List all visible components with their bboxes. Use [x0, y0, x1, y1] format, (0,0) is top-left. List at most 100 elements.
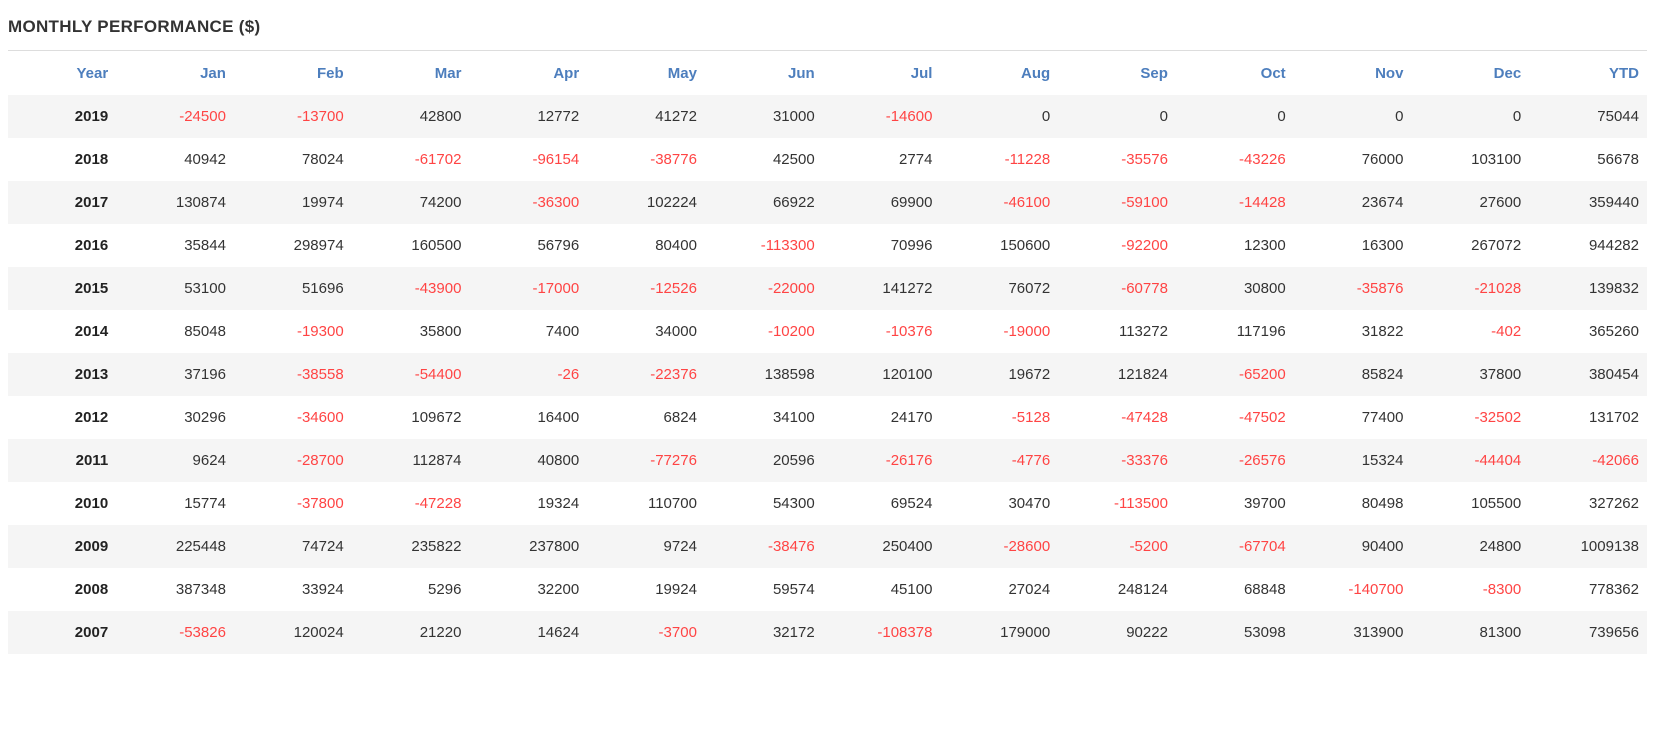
column-header: Feb: [317, 65, 344, 82]
header-row: Year Jan Feb Mar Apr May Jun Jul Aug Sep Oct Nov Dec…: [8, 51, 1647, 95]
value-cell: -113500: [1113, 495, 1168, 512]
value-cell: -28700: [296, 452, 344, 469]
value-cell: 139832: [1588, 280, 1639, 297]
table-row: 2011 9624 -28700 112874 40800 -77276 20596 -261…: [8, 439, 1647, 482]
value-cell: 19924: [655, 581, 697, 598]
value-cell: 138598: [764, 366, 815, 383]
table-row: 2015 53100 51696 -43900 -17000 -12526 -22000 14…: [8, 267, 1647, 310]
value-cell: -10200: [767, 323, 815, 340]
year-cell: 2007: [74, 624, 109, 641]
value-cell: -5200: [1129, 538, 1168, 555]
value-cell: 80400: [655, 237, 697, 254]
value-cell: 141272: [882, 280, 933, 297]
table-row: 2016 35844 298974 160500 56796 80400 -113300 70…: [8, 224, 1647, 267]
value-cell: 41272: [655, 108, 697, 125]
value-cell: -140700: [1348, 581, 1404, 598]
value-cell: -28600: [1003, 538, 1051, 555]
value-cell: -96154: [532, 151, 580, 168]
value-cell: 109672: [411, 409, 462, 426]
column-header: Sep: [1140, 65, 1168, 82]
value-cell: -61702: [414, 151, 462, 168]
value-cell: 102224: [646, 194, 697, 211]
value-cell: 120024: [293, 624, 344, 641]
value-cell: 0: [1395, 108, 1404, 125]
value-cell: 31000: [772, 108, 815, 125]
value-cell: 68848: [1243, 581, 1286, 598]
column-header: Mar: [434, 65, 462, 82]
value-cell: 77400: [1361, 409, 1404, 426]
value-cell: -33376: [1121, 452, 1168, 469]
value-cell: 120100: [882, 366, 933, 383]
value-cell: -47228: [414, 495, 462, 512]
column-header: Jun: [788, 65, 815, 82]
value-cell: 24170: [890, 409, 933, 426]
page-title: MONTHLY PERFORMANCE ($): [8, 0, 1647, 51]
value-cell: 14624: [537, 624, 580, 641]
value-cell: 103100: [1471, 151, 1522, 168]
value-cell: 225448: [175, 538, 226, 555]
value-cell: 739656: [1588, 624, 1639, 641]
value-cell: -14600: [885, 108, 933, 125]
value-cell: 6824: [663, 409, 697, 426]
value-cell: 35844: [184, 237, 226, 254]
column-header: YTD: [1609, 65, 1639, 82]
value-cell: 85824: [1361, 366, 1404, 383]
value-cell: 85048: [184, 323, 226, 340]
column-header: Apr: [553, 65, 580, 82]
value-cell: -11228: [1004, 151, 1051, 168]
value-cell: -26576: [1238, 452, 1286, 469]
value-cell: 27024: [1008, 581, 1051, 598]
value-cell: 32172: [772, 624, 815, 641]
value-cell: -21028: [1474, 280, 1522, 297]
value-cell: 359440: [1588, 194, 1639, 211]
value-cell: 80498: [1361, 495, 1404, 512]
value-cell: 313900: [1353, 624, 1404, 641]
value-cell: 56678: [1597, 151, 1639, 168]
value-cell: 15324: [1361, 452, 1404, 469]
value-cell: -38776: [650, 151, 697, 168]
year-cell: 2011: [75, 452, 109, 469]
value-cell: 90222: [1126, 624, 1168, 641]
column-header: Jan: [200, 65, 226, 82]
column-header: Aug: [1021, 65, 1051, 82]
value-cell: -26176: [885, 452, 933, 469]
value-cell: 69524: [890, 495, 933, 512]
year-cell: 2014: [74, 323, 109, 340]
value-cell: 250400: [882, 538, 933, 555]
value-cell: 387348: [175, 581, 226, 598]
table-row: 2017 130874 19974 74200 -36300 102224 66922 699…: [8, 181, 1647, 224]
value-cell: 53098: [1243, 624, 1286, 641]
value-cell: 5296: [428, 581, 462, 598]
value-cell: -5128: [1011, 409, 1051, 426]
table-row: 2019 -24500 -13700 42800 12772 41272 31000 -146…: [8, 95, 1647, 138]
value-cell: 30470: [1008, 495, 1051, 512]
value-cell: -402: [1491, 323, 1522, 340]
value-cell: -77276: [650, 452, 697, 469]
value-cell: 19974: [301, 194, 344, 211]
value-cell: 16300: [1361, 237, 1404, 254]
value-cell: 179000: [1000, 624, 1051, 641]
value-cell: 235822: [411, 538, 462, 555]
value-cell: 75044: [1597, 108, 1639, 125]
table-row: 2012 30296 -34600 109672 16400 6824 34100 24170…: [8, 396, 1647, 439]
value-cell: 66922: [772, 194, 815, 211]
value-cell: 248124: [1117, 581, 1168, 598]
value-cell: 2774: [899, 151, 933, 168]
value-cell: 32200: [537, 581, 580, 598]
column-header: May: [667, 65, 697, 82]
value-cell: -65200: [1238, 366, 1286, 383]
column-header: Oct: [1260, 65, 1286, 82]
value-cell: -26: [557, 366, 580, 383]
value-cell: -38558: [296, 366, 344, 383]
value-cell: 0: [1512, 108, 1522, 125]
value-cell: 39700: [1243, 495, 1286, 512]
value-cell: 56796: [537, 237, 580, 254]
value-cell: -14428: [1238, 194, 1286, 211]
value-cell: 76072: [1008, 280, 1051, 297]
value-cell: -35576: [1121, 151, 1168, 168]
year-cell: 2018: [74, 151, 109, 168]
value-cell: 15774: [184, 495, 226, 512]
value-cell: 9724: [663, 538, 697, 555]
value-cell: -47428: [1121, 409, 1168, 426]
value-cell: 31822: [1361, 323, 1404, 340]
